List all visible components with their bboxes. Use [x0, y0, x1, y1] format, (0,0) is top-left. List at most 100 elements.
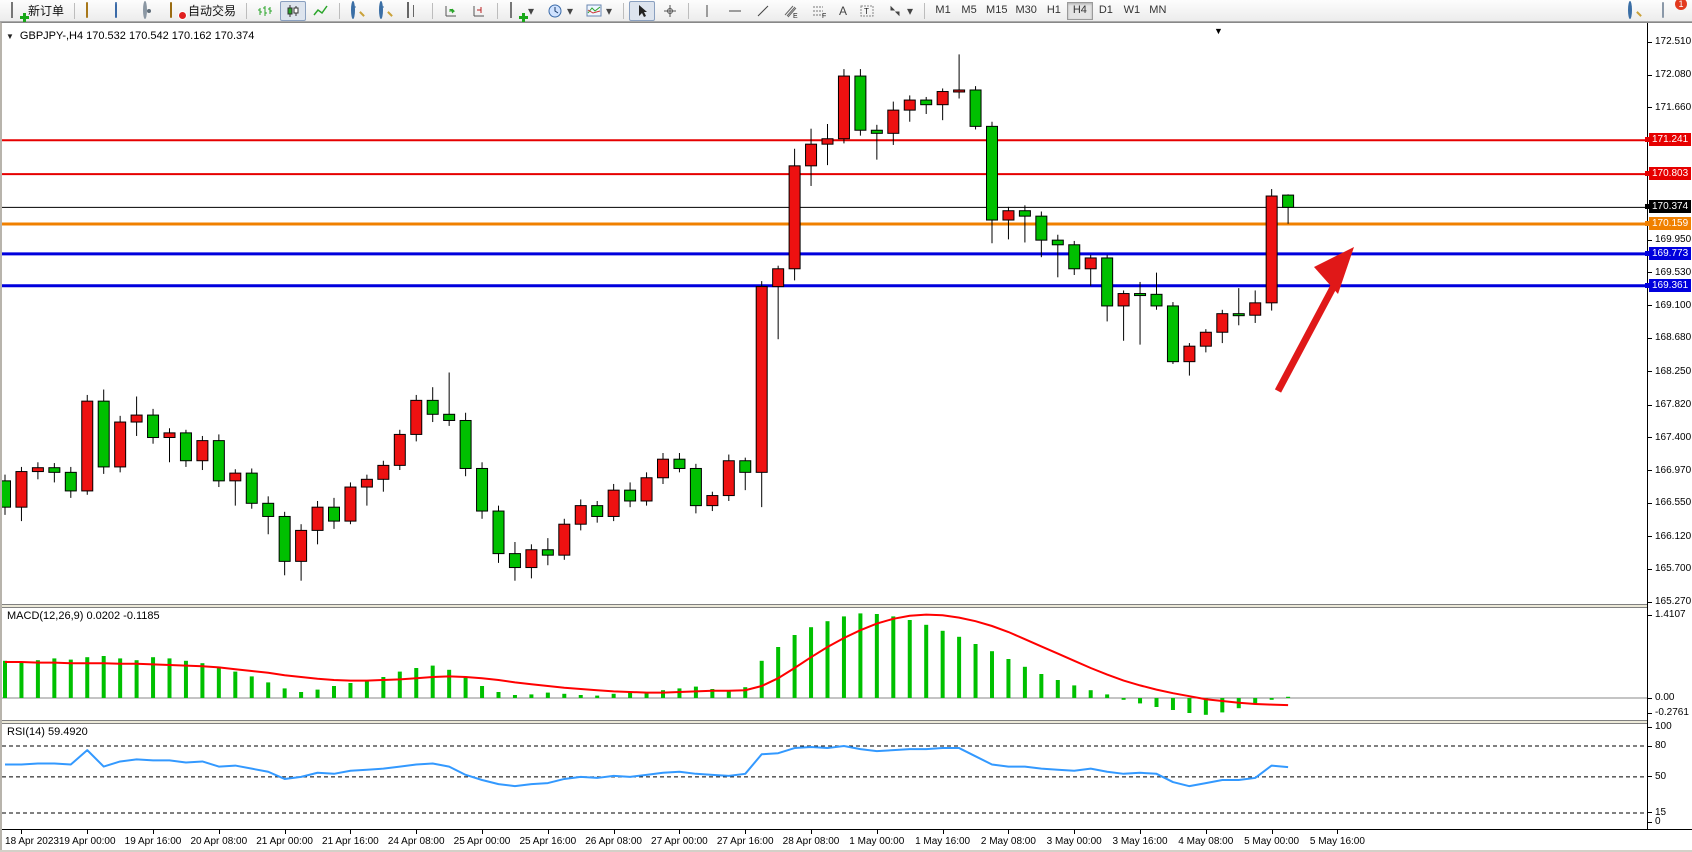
bar-chart-mode-button[interactable]	[252, 1, 278, 21]
timeframe-button-d1[interactable]: D1	[1098, 3, 1113, 16]
candle-body	[393, 433, 406, 466]
macd-hist-bar	[677, 688, 682, 698]
zoom-in-button[interactable]: +	[345, 0, 371, 21]
candle-body	[1084, 257, 1097, 270]
price-axis[interactable]: 172.510 172.080 171.660 169.950 169.530 169.1…	[1645, 23, 1692, 829]
text-label-tool-button[interactable]: T	[854, 1, 880, 21]
panel-splitter[interactable]	[2, 604, 1647, 608]
bar-chart-icon	[257, 3, 273, 19]
separator	[623, 2, 625, 19]
market-icon	[85, 1, 101, 19]
price-tick-label: 0.00	[1655, 692, 1675, 703]
hline-tool-button[interactable]	[722, 1, 748, 21]
price-tick-label: 80	[1655, 740, 1667, 751]
chat-icon	[1661, 1, 1677, 19]
time-tick	[416, 830, 418, 834]
macd-hist-bar	[266, 682, 271, 698]
price-tick	[1648, 614, 1652, 616]
timeframe-button-h4[interactable]: H4	[1066, 1, 1093, 20]
macd-hist-bar	[1170, 698, 1175, 710]
new-order-button[interactable]: 新订单	[4, 1, 69, 22]
candle-body	[739, 460, 752, 473]
timeframe-button-m5[interactable]: M5	[961, 3, 977, 16]
search-button[interactable]	[1622, 0, 1648, 21]
line-chart-mode-button[interactable]	[308, 1, 334, 21]
time-tick-label: 27 Apr 16:00	[716, 836, 774, 847]
time-axis[interactable]: 18 Apr 2023 19 Apr 00:00 19 Apr 16:00 20 Ap…	[2, 829, 1692, 851]
trend-arrow-head[interactable]	[1314, 247, 1354, 294]
separator	[688, 2, 690, 19]
trend-arrow-shaft[interactable]	[1274, 280, 1340, 393]
main-chart[interactable]	[2, 24, 1647, 605]
price-tick	[1648, 812, 1652, 814]
timeframe-button-m30[interactable]: M30	[1015, 3, 1037, 16]
price-tick-label: 166.550	[1655, 497, 1692, 509]
text-tool-button[interactable]: A	[834, 1, 852, 21]
crosshair-tool-button[interactable]	[657, 1, 683, 21]
price-tick	[1648, 470, 1652, 472]
time-tick-label: 21 Apr 16:00	[322, 836, 379, 847]
macd-hist-bar	[348, 683, 353, 698]
vline-tool-button[interactable]	[694, 1, 720, 21]
chart-shift-button[interactable]	[466, 1, 492, 21]
timeframe-button-m1[interactable]: M1	[935, 3, 951, 16]
macd-hist-bar	[480, 686, 485, 698]
macd-hist-bar	[1203, 698, 1208, 715]
cursor-tool-button[interactable]	[629, 0, 656, 21]
macd-hist-bar	[85, 657, 90, 698]
macd-panel[interactable]	[2, 608, 1647, 720]
price-tick-label: 167.820	[1655, 399, 1692, 410]
chart-shift-marker[interactable]: ▼	[1214, 26, 1223, 36]
new-chart-button[interactable]: ▾	[503, 1, 540, 22]
template-icon	[586, 3, 602, 19]
trendline-tool-button[interactable]	[750, 1, 776, 21]
price-tick-label: 167.400	[1655, 431, 1692, 443]
panel-splitter[interactable]	[2, 720, 1647, 724]
macd-hist-bar	[595, 695, 600, 698]
candlestick-mode-button[interactable]	[280, 0, 307, 21]
market-button[interactable]	[80, 1, 106, 21]
macd-hist-bar	[1105, 694, 1110, 698]
rsi-panel[interactable]	[2, 724, 1647, 829]
channel-tool-button[interactable]: E	[778, 1, 804, 21]
candle-body	[624, 489, 637, 502]
candle-body	[953, 89, 966, 93]
candle-body	[229, 472, 242, 482]
periods-button[interactable]: ▾	[542, 1, 579, 21]
timeframe-button-mn[interactable]: MN	[1149, 3, 1167, 16]
fibonacci-tool-button[interactable]: F	[806, 1, 832, 21]
candle-body	[837, 75, 850, 140]
price-tick-label: 171.660	[1655, 101, 1692, 113]
candle-body	[97, 400, 110, 468]
zoom-out-button[interactable]: −	[373, 0, 399, 21]
timeframe-button-w1[interactable]: W1	[1123, 3, 1141, 16]
timeframe-button-h1[interactable]: H1	[1046, 3, 1061, 16]
tile-windows-button[interactable]	[401, 1, 427, 21]
price-tick-label: 1.4107	[1655, 609, 1686, 620]
separator	[339, 2, 341, 19]
templates-button[interactable]: ▾	[581, 1, 618, 21]
symbol-label[interactable]: ▼ GBPJPY-,H4 170.532 170.542 170.162 170…	[6, 30, 254, 42]
macd-hist-bar	[562, 693, 567, 698]
candle-body	[1134, 293, 1147, 297]
arrow-objects-icon	[887, 3, 903, 19]
price-tick	[1648, 107, 1652, 109]
signals-button[interactable]	[136, 0, 162, 21]
macd-hist-bar	[1253, 698, 1258, 704]
notifications-button[interactable]: 1	[1656, 0, 1687, 21]
symbol-ohlc-text: GBPJPY-,H4 170.532 170.542 170.162 170.3…	[19, 30, 255, 42]
macd-hist-bar	[315, 689, 320, 698]
macd-hist-bar	[644, 693, 649, 698]
price-tick	[1648, 697, 1652, 699]
candlestick-icon	[285, 3, 301, 19]
macd-hist-bar	[463, 676, 468, 698]
auto-trading-button[interactable]: 自动交易	[164, 1, 241, 21]
candle-body	[558, 523, 571, 556]
candle-body	[15, 471, 28, 508]
timeframe-button-m15[interactable]: M15	[986, 3, 1008, 16]
macd-hist-bar	[216, 666, 221, 698]
arrows-tool-button[interactable]: ▾	[882, 1, 919, 21]
time-tick	[547, 830, 549, 834]
profile-button[interactable]	[108, 1, 134, 21]
auto-scroll-button[interactable]	[438, 1, 464, 21]
